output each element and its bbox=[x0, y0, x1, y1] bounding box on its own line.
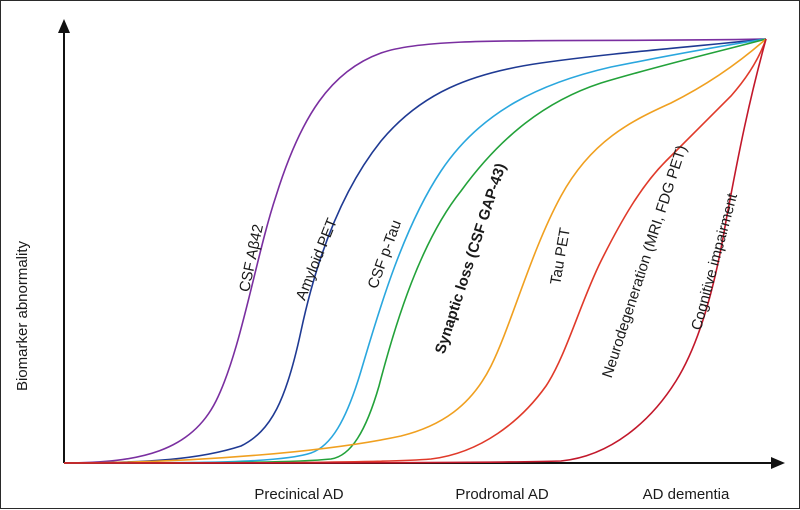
curve-amyloid-pet bbox=[63, 38, 767, 464]
y-axis-arrow bbox=[58, 19, 70, 33]
curve-label-csf-abeta42: CSF Aβ42 bbox=[236, 223, 267, 294]
x-axis-arrow bbox=[771, 457, 785, 469]
x-stage-prodromal: Prodromal AD bbox=[455, 486, 549, 503]
curve-label-amyloid-pet: Amyloid PET bbox=[293, 216, 341, 303]
x-stage-preclinical: Precinical AD bbox=[254, 486, 343, 503]
curve-label-cognitive-impairment: Cognitive impairment bbox=[688, 191, 741, 332]
curve-cognitive-impairment bbox=[63, 38, 767, 464]
curve-tau-pet bbox=[63, 38, 767, 464]
curve-label-tau-pet: Tau PET bbox=[547, 226, 574, 286]
curve-label-synaptic-loss: Synaptic loss (CSF GAP-43) bbox=[432, 161, 510, 356]
curve-label-neurodegeneration: Neurodegeneration (MRI, FDG PET) bbox=[599, 143, 690, 380]
y-axis-label: Biomarker abnormality bbox=[14, 240, 31, 391]
curve-csf-abeta42 bbox=[63, 38, 767, 464]
x-stage-dementia: AD dementia bbox=[643, 486, 730, 503]
curve-csf-ptau bbox=[63, 38, 767, 464]
curve-neurodegeneration bbox=[63, 38, 767, 464]
curve-synaptic-loss bbox=[63, 38, 767, 464]
